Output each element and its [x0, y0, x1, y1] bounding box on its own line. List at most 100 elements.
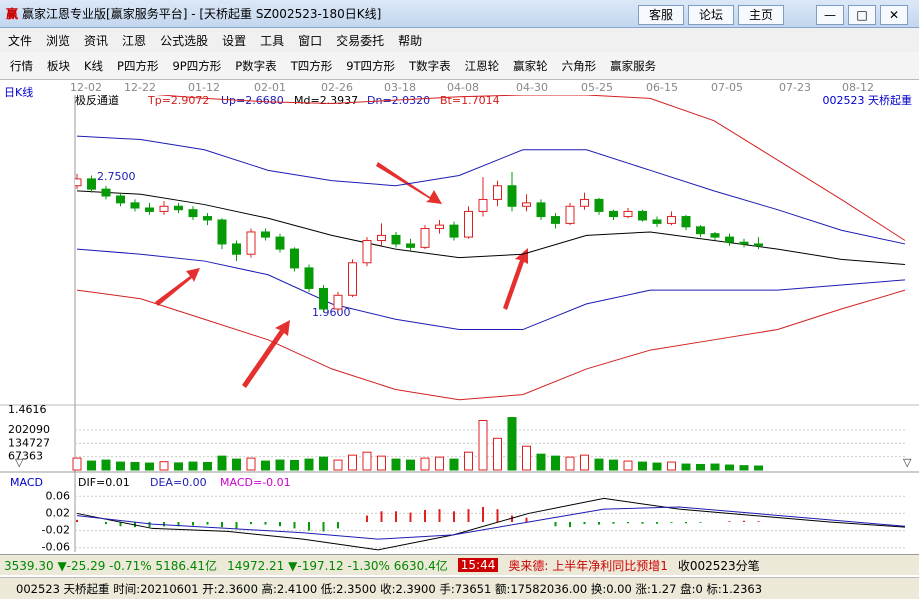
volume-bar: [464, 451, 473, 471]
volume-bar: [319, 456, 328, 471]
menu-item[interactable]: 交易委托: [336, 33, 385, 48]
candle-body: [464, 210, 473, 238]
volume-bar: [348, 454, 357, 471]
candle-body: [507, 185, 517, 207]
date-label: 02-26: [321, 81, 353, 94]
macd-line: [76, 506, 906, 540]
volume-bar: [551, 455, 560, 471]
volume-bar: [116, 461, 125, 471]
price-low-label: 1.4616: [8, 403, 47, 416]
candle-body: [391, 234, 401, 245]
candle-body: [754, 243, 763, 247]
toolbar-button[interactable]: T四方形: [290, 58, 333, 73]
volume-bar: [725, 464, 734, 471]
candle-body: [667, 216, 676, 224]
price-plot-inner: [75, 95, 906, 401]
channel-line: [76, 135, 906, 245]
volume-bar: [681, 463, 691, 471]
menu-item[interactable]: 工具: [260, 33, 285, 48]
menu-item[interactable]: 资讯: [84, 33, 109, 48]
date-label: 07-23: [779, 81, 811, 94]
scroll-button[interactable]: ▽: [15, 456, 24, 469]
toolbar-button[interactable]: 江恩轮: [464, 58, 500, 73]
tick-link[interactable]: 收002523分笔: [677, 558, 760, 573]
volume-bar: [522, 445, 531, 471]
volume-bar: [478, 419, 488, 471]
candle-body: [362, 240, 372, 264]
date-label: 08-12: [842, 81, 874, 94]
volume-bar: [609, 459, 618, 471]
arrows: [155, 162, 528, 388]
candle-body: [725, 236, 734, 243]
menu-item[interactable]: 窗口: [298, 33, 323, 48]
sh-index: 3539.30 ▼-25.29 -0.71% 5186.41亿: [4, 558, 218, 573]
quote-line: 002523 天桥起重 时间:20210601 开:2.3600 高:2.410…: [16, 581, 763, 596]
menu-item[interactable]: 公式选股: [160, 33, 209, 48]
menu-bar: 文件 浏览 资讯 江恩 公式选股 设置 工具 窗口 交易委托 帮助: [0, 28, 919, 52]
toolbar-button[interactable]: 9T四方形: [346, 58, 396, 73]
toolbar-button[interactable]: 六角形: [561, 58, 597, 73]
volume-bar: [174, 462, 183, 471]
menu-item[interactable]: 江恩: [122, 33, 147, 48]
volume-bar: [565, 456, 575, 471]
title-link[interactable]: 客服: [638, 5, 684, 25]
volume-bar: [754, 465, 763, 471]
toolbar-button[interactable]: P数字表: [235, 58, 277, 73]
volume-bar: [217, 455, 227, 471]
toolbar-button[interactable]: 9P四方形: [172, 58, 222, 73]
toolbar-button[interactable]: 赢家服务: [610, 58, 657, 73]
menu-item[interactable]: 文件: [8, 33, 33, 48]
window-control[interactable]: —: [816, 5, 844, 25]
volume-bar: [188, 461, 198, 471]
macd-tick-label: -0.06: [42, 541, 70, 554]
toolbar-button[interactable]: 行情: [10, 58, 33, 73]
candle-body: [580, 198, 589, 207]
toolbar-button[interactable]: T数字表: [409, 58, 451, 73]
menu-item[interactable]: 浏览: [46, 33, 71, 48]
candle-body: [304, 267, 314, 289]
volume-bar: [449, 458, 459, 471]
news-ticker[interactable]: 奥来德: 上半年净利同比预增1: [508, 558, 668, 573]
volume-bar: [623, 460, 633, 471]
candle-body: [652, 219, 662, 224]
quote-status-bar: 002523 天桥起重 时间:20210601 开:2.3600 高:2.410…: [0, 577, 919, 599]
channel-line: [76, 248, 906, 331]
volume-bar: [333, 459, 343, 471]
date-label: 06-15: [646, 81, 678, 94]
volume-bar: [594, 458, 604, 471]
candle-body: [435, 224, 444, 230]
window-title: 赢家江恩专业版[赢家服务平台] - [天桥起重 SZ002523-180日K线]: [22, 7, 382, 21]
candle-body: [188, 209, 198, 218]
dea-label: DEA=0.00: [150, 476, 207, 489]
menu-item[interactable]: 帮助: [398, 33, 423, 48]
window-control[interactable]: □: [848, 5, 876, 25]
candle-body: [174, 205, 183, 211]
channel-line: [76, 289, 906, 401]
candle-body: [261, 231, 270, 238]
candle-body: [406, 243, 415, 248]
volume-bar: [536, 453, 546, 471]
toolbar-button[interactable]: 赢家轮: [513, 58, 548, 73]
volume-bar: [652, 462, 662, 471]
candle-body: [159, 205, 169, 212]
scroll-button[interactable]: ▽: [903, 456, 912, 469]
menu-item[interactable]: 设置: [222, 33, 247, 48]
volume-bar: [232, 458, 241, 471]
window-control[interactable]: ✕: [880, 5, 908, 25]
date-label: 03-18: [384, 81, 416, 94]
toolbar-button[interactable]: P四方形: [117, 58, 159, 73]
title-link[interactable]: 主页: [738, 5, 784, 25]
date-label: 07-05: [711, 81, 743, 94]
toolbar-button[interactable]: K线: [84, 58, 104, 73]
volume-bar: [87, 460, 96, 471]
macd-label: MACD: [10, 476, 43, 489]
volume-bar: [667, 461, 676, 471]
toolbar-button[interactable]: 板块: [47, 58, 70, 73]
clock: 15:44: [457, 558, 499, 572]
title-link[interactable]: 论坛: [688, 5, 734, 25]
indicator-param: Up=2.6680: [221, 94, 284, 107]
candle-body: [75, 178, 82, 187]
volume-bar: [203, 461, 212, 471]
candle-body: [203, 216, 212, 221]
